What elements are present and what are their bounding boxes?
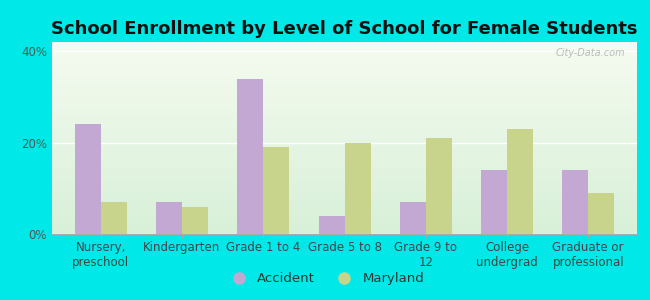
Bar bbox=[75, 124, 101, 234]
Bar bbox=[263, 147, 289, 234]
Bar bbox=[562, 170, 588, 234]
Bar bbox=[156, 202, 182, 234]
Bar bbox=[400, 202, 426, 234]
Text: City-Data.com: City-Data.com bbox=[556, 48, 625, 58]
Bar bbox=[481, 170, 507, 234]
Title: School Enrollment by Level of School for Female Students: School Enrollment by Level of School for… bbox=[51, 20, 638, 38]
Bar bbox=[426, 138, 452, 234]
Bar bbox=[344, 142, 370, 234]
Bar bbox=[507, 129, 533, 234]
Bar bbox=[101, 202, 127, 234]
Bar bbox=[588, 193, 614, 234]
Bar bbox=[182, 207, 208, 234]
Bar bbox=[318, 216, 344, 234]
Legend: Accident, Maryland: Accident, Maryland bbox=[220, 267, 430, 290]
Bar bbox=[237, 79, 263, 234]
